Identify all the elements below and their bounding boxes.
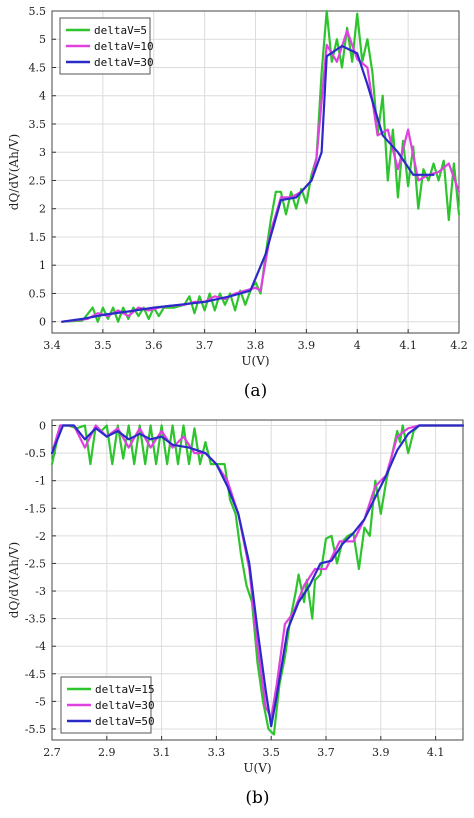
y-tick-label: -4: [35, 640, 46, 653]
series-line-2: [61, 44, 435, 323]
x-tick-label: 4.1: [427, 746, 445, 759]
panel-label: (a): [244, 381, 267, 401]
y-tick-label: -0.5: [25, 447, 46, 460]
plot-frame: [51, 419, 464, 741]
y-tick-label: 2: [39, 203, 46, 216]
legend-label-0: deltaV=5: [94, 24, 147, 37]
y-tick-label: 3.5: [29, 118, 47, 131]
x-tick-label: 3.1: [153, 746, 171, 759]
y-tick-label: -2: [35, 530, 46, 543]
legend: deltaV=5 deltaV=10 deltaV=30: [59, 17, 154, 75]
x-tick-label: 3.8: [247, 339, 265, 352]
panel-b: 2.7 2.9 3.1 3.3 3.5 3.7 3.9 4.1 0 -0.5 -1 -1.5 -2 -2.…: [7, 419, 465, 808]
y-tick-label: 0: [39, 420, 46, 433]
plot-frame: [51, 10, 460, 334]
x-tick-label: 3.5: [262, 746, 280, 759]
y-tick-label: 0.5: [29, 287, 47, 300]
series-line-0: [61, 9, 461, 323]
x-tick-label: 3.7: [196, 339, 214, 352]
y-tick-label: 3: [39, 146, 46, 159]
x-tick-label: 4.2: [450, 339, 468, 352]
panel-a: 3.4 3.5 3.6 3.7 3.8 3.9 4 4.1 4.2 0 0.5 1 1.5 2 2.5 3 3.…: [7, 5, 468, 401]
y-tick-label: 4: [39, 90, 46, 103]
y-tick-label: 1: [39, 259, 46, 272]
y-tick-label: 5: [39, 33, 46, 46]
x-tick-label: 3.6: [145, 339, 163, 352]
x-tick-label: 2.9: [98, 746, 116, 759]
panel-label: (b): [245, 788, 269, 808]
y-tick-label: -1: [35, 475, 46, 488]
y-tick-label: 0: [39, 316, 46, 329]
legend-label-1: deltaV=30: [95, 699, 155, 712]
legend-label-1: deltaV=10: [94, 40, 154, 53]
y-axis-label: dQ/dV(Ah/V): [7, 542, 21, 618]
x-tick-label: 2.7: [43, 746, 61, 759]
y-tick-label: -4.5: [25, 668, 46, 681]
y-tick-label: -5: [35, 695, 46, 708]
y-tick-label: 1.5: [29, 231, 47, 244]
x-tick-label: 3.7: [317, 746, 335, 759]
y-tick-label: -5.5: [25, 723, 46, 736]
x-tick-label: 3.9: [372, 746, 390, 759]
x-axis-label: U(V): [241, 354, 269, 368]
y-tick-label: 5.5: [29, 5, 47, 18]
x-tick-label: 4.1: [399, 339, 417, 352]
legend-label-0: deltaV=15: [95, 683, 155, 696]
legend: deltaV=15 deltaV=30 deltaV=50: [60, 676, 155, 734]
y-tick-label: -3: [35, 585, 46, 598]
x-axis-label: U(V): [243, 761, 271, 775]
legend-label-2: deltaV=30: [94, 56, 154, 69]
y-tick-label: 2.5: [29, 174, 47, 187]
x-tick-label: 3.5: [94, 339, 112, 352]
y-tick-label: 4.5: [29, 61, 47, 74]
x-tick-label: 4: [354, 339, 361, 352]
series-line-2: [50, 424, 465, 728]
x-tick-label: 3.4: [43, 339, 61, 352]
y-axis-label: dQ/dV(Ah/V): [7, 134, 21, 210]
x-tick-label: 3.3: [208, 746, 226, 759]
legend-label-2: deltaV=50: [95, 715, 155, 728]
y-tick-label: -3.5: [25, 613, 46, 626]
x-tick-label: 3.9: [298, 339, 316, 352]
y-tick-label: -1.5: [25, 502, 46, 515]
y-tick-label: -2.5: [25, 557, 46, 570]
